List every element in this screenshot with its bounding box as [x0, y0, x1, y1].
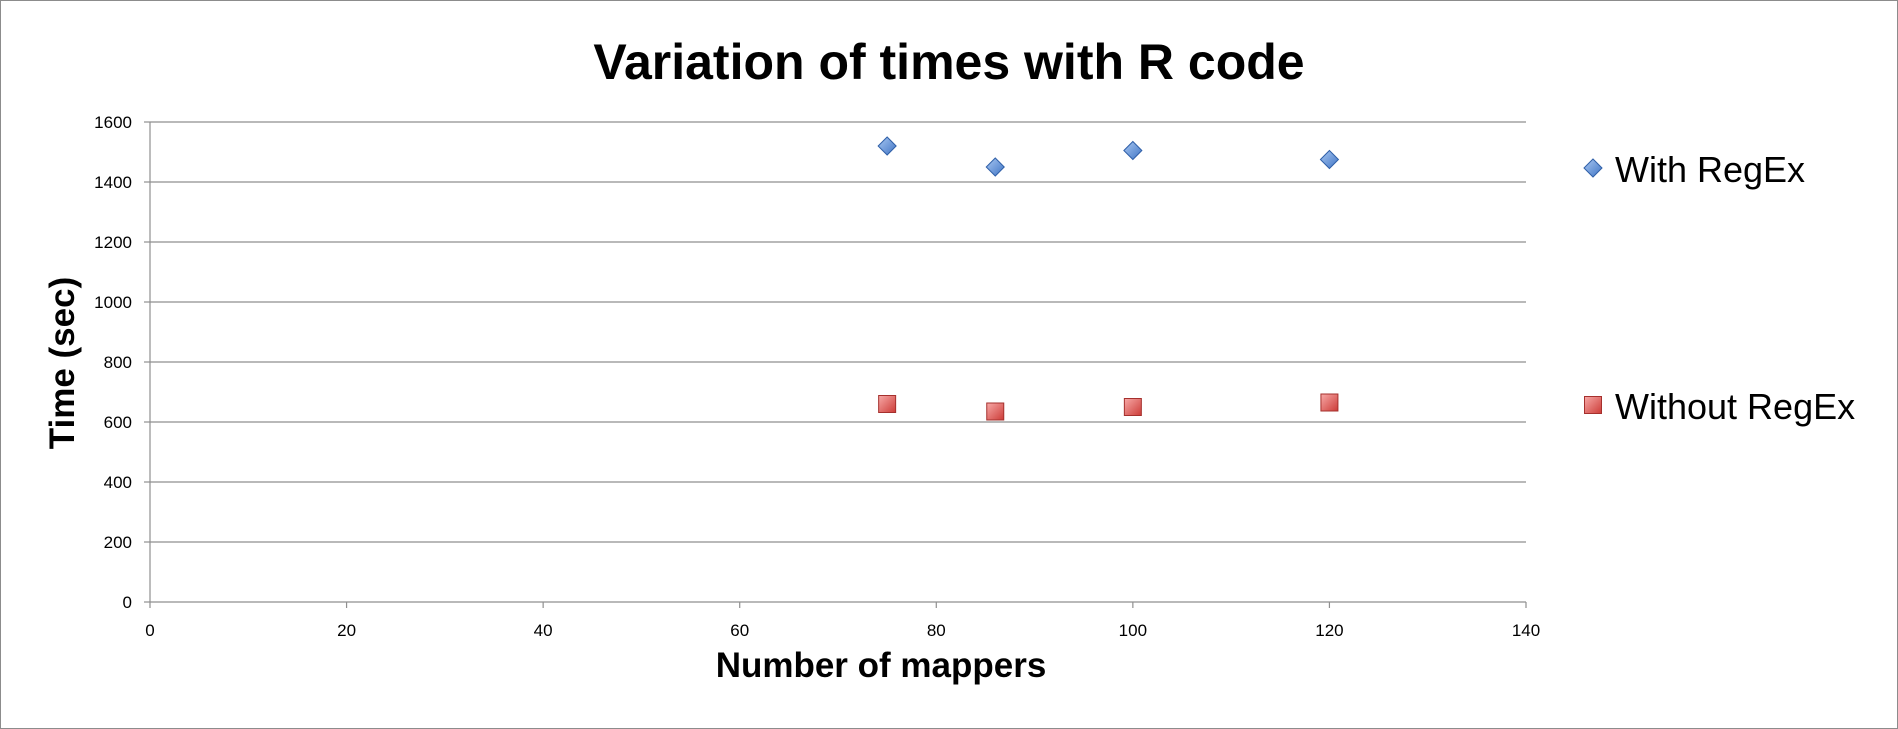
legend-square-marker: [1584, 396, 1602, 414]
y-tick-label: 1000: [94, 293, 132, 312]
y-tick-label: 0: [123, 593, 132, 612]
y-tick-label: 1600: [94, 113, 132, 132]
legend-diamond-marker: [1583, 158, 1603, 178]
x-tick-label: 0: [145, 621, 154, 640]
x-tick-label: 60: [730, 621, 749, 640]
y-tick-label: 1200: [94, 233, 132, 252]
data-point-square: [878, 395, 897, 413]
legend-item: Without RegEx: [1584, 386, 1855, 427]
data-point-diamond: [985, 157, 1005, 177]
data-point-diamond: [877, 136, 897, 156]
x-tick-label: 100: [1119, 621, 1147, 640]
legend-label: With RegEx: [1615, 149, 1805, 190]
series-with-regex: [877, 136, 1340, 177]
data-point-diamond: [1319, 149, 1340, 170]
x-tick-label: 20: [337, 621, 356, 640]
series-without-regex: [878, 393, 1339, 421]
x-tick-label: 40: [534, 621, 553, 640]
x-tick-label: 120: [1315, 621, 1343, 640]
legend-label: Without RegEx: [1615, 386, 1855, 427]
y-tick-label: 800: [104, 353, 132, 372]
y-axis-title: Time (sec): [43, 277, 82, 450]
y-tick-label: 200: [104, 533, 132, 552]
y-tick-labels: 0 200 400 600 800 1000 1200 1400 1600: [94, 113, 132, 612]
y-tick-label: 1400: [94, 173, 132, 192]
gridlines: [150, 121, 1526, 543]
data-point-square: [1320, 393, 1339, 412]
legend-item: With RegEx: [1583, 149, 1805, 190]
data-point-square: [1123, 398, 1142, 416]
x-tick-label: 80: [927, 621, 946, 640]
y-tick-label: 400: [104, 473, 132, 492]
y-tick-label: 600: [104, 413, 132, 432]
data-points: [877, 136, 1340, 421]
data-point-square: [986, 402, 1005, 421]
chart-title: Variation of times with R code: [593, 34, 1304, 90]
x-tick-labels: 0 20 40 60 80 100 120 140: [145, 621, 1540, 640]
x-tick-label: 140: [1512, 621, 1540, 640]
data-point-diamond: [1123, 140, 1143, 161]
axes: [144, 121, 1527, 608]
legend: With RegEx Without RegEx: [1583, 149, 1855, 427]
x-axis-title: Number of mappers: [716, 646, 1047, 685]
